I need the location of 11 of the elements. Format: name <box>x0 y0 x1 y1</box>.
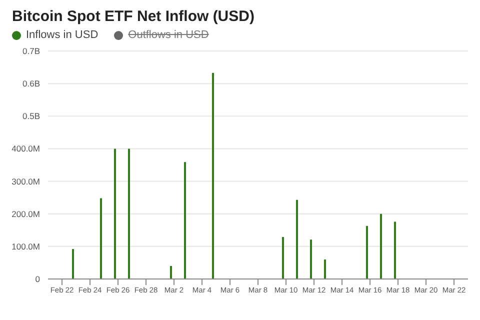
y-tick-label: 100.0M <box>12 241 40 252</box>
y-tick-label: 400.0M <box>12 144 40 154</box>
y-tick-label: 300.0M <box>12 176 40 186</box>
chart-title: Bitcoin Spot ETF Net Inflow (USD) <box>12 8 256 25</box>
y-tick-label: 0.6B <box>22 78 40 89</box>
y-tick-label: 0.5B <box>22 111 40 122</box>
legend-label: Inflows in USD <box>26 29 98 41</box>
legend-label: Outflows in USD <box>128 29 209 41</box>
y-tick-label: 0.7B <box>22 46 40 56</box>
y-tick-label: 200.0M <box>12 208 40 219</box>
y-tick-label: 0 <box>35 274 40 284</box>
